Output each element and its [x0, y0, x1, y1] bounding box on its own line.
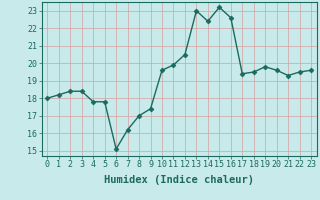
X-axis label: Humidex (Indice chaleur): Humidex (Indice chaleur): [104, 175, 254, 185]
